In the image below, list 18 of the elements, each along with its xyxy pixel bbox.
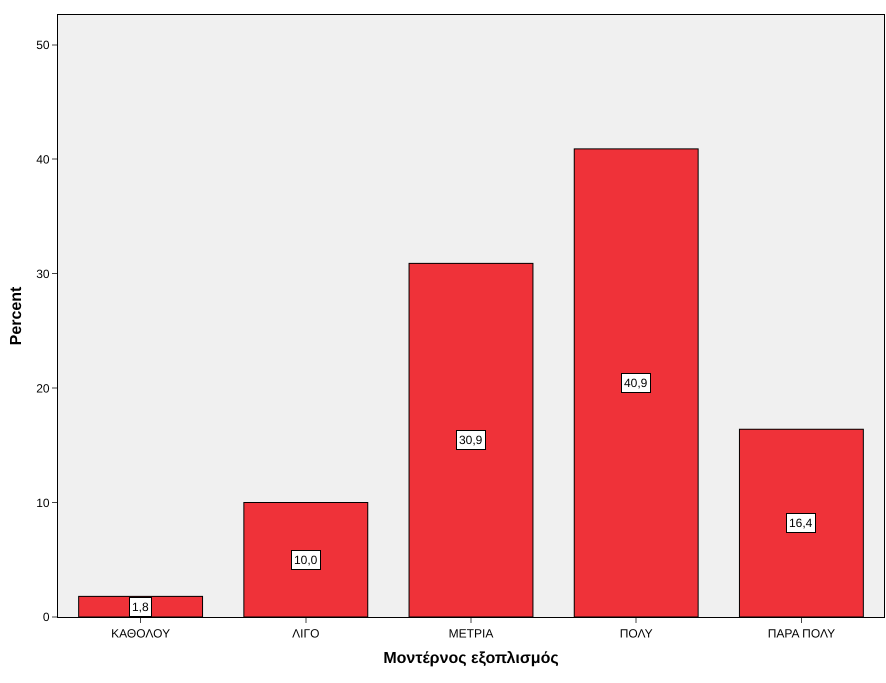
x-axis-title: Μοντέρνος εξοπλισμός (383, 650, 559, 668)
x-tick-label: ΜΕΤΡΙΑ (448, 626, 494, 640)
y-tick-label: 0 (42, 610, 50, 624)
y-tick-label: 30 (36, 266, 50, 281)
data-label: 30,9 (459, 433, 483, 447)
data-label: 10,0 (294, 553, 318, 567)
y-axis-title: Percent (8, 286, 26, 346)
x-tick-label: ΠΑΡΑ ΠΟΛΥ (768, 626, 836, 640)
y-tick-label: 10 (36, 496, 50, 510)
data-label: 16,4 (789, 516, 813, 530)
x-tick-label: ΚΑΘΟΛΟΥ (111, 626, 170, 640)
x-tick-label: ΛΙΓΟ (292, 626, 320, 640)
data-label: 1,8 (132, 600, 150, 614)
y-tick-label: 20 (36, 381, 50, 396)
y-tick-label: 40 (36, 152, 50, 166)
y-tick-label: 50 (36, 38, 50, 52)
data-label: 40,9 (624, 376, 648, 390)
x-tick-label: ΠΟΛΥ (620, 626, 653, 640)
